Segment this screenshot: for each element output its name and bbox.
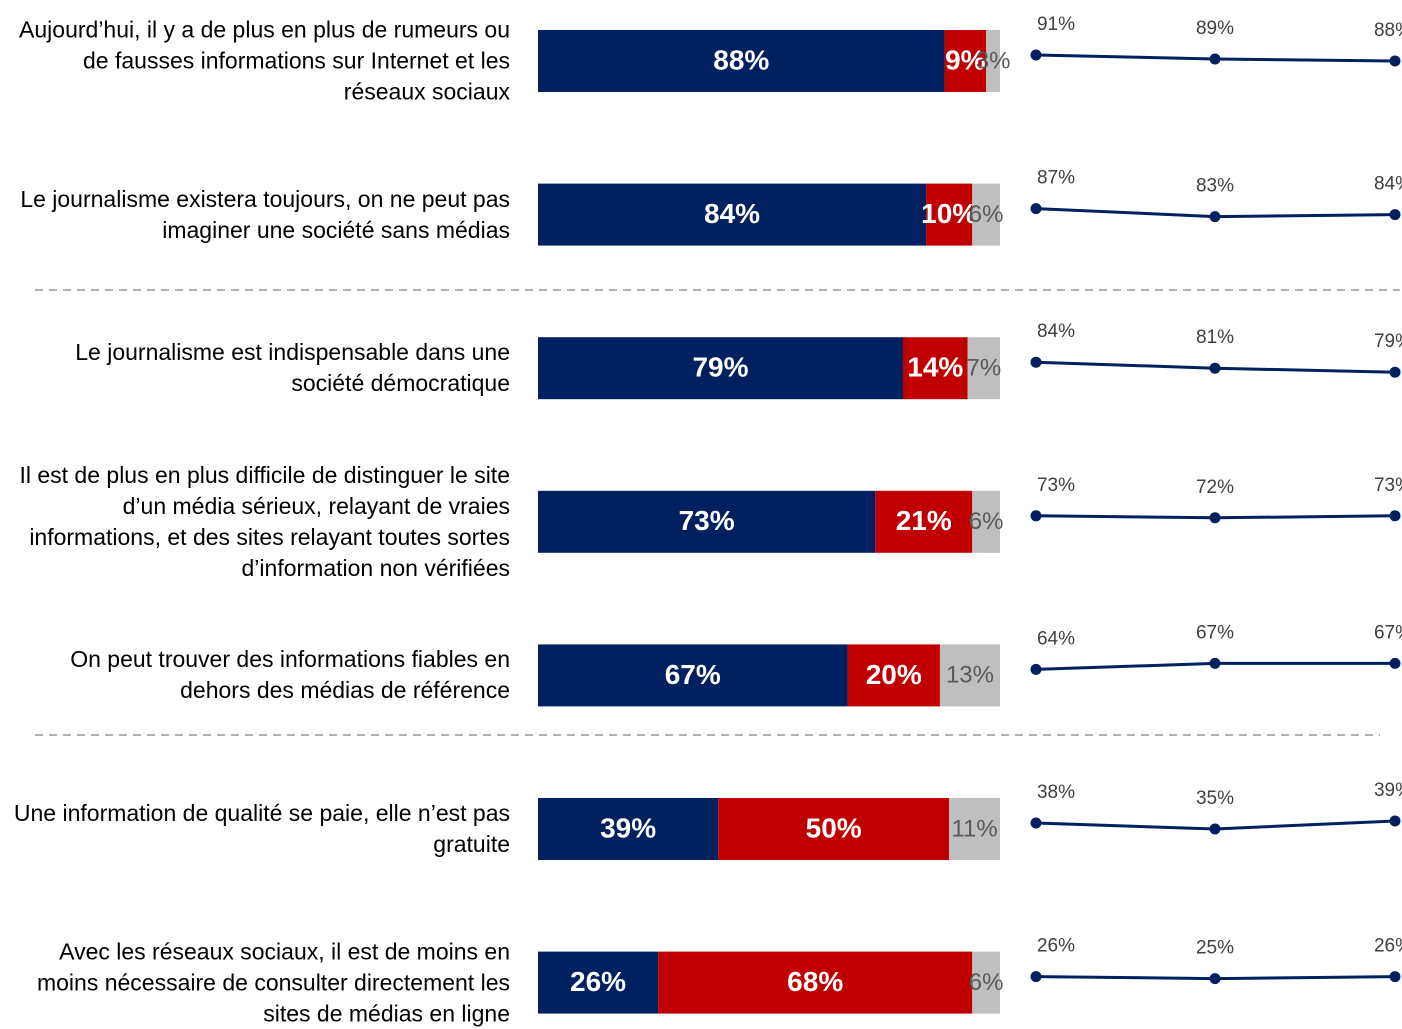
trend-point [1389,209,1401,221]
trend-point [1030,663,1042,675]
value-label: 7% [966,355,1001,382]
bar-segment [926,183,973,246]
bar-segment [939,644,1000,707]
bar-segment [972,490,1000,553]
bar-segment [658,951,973,1014]
value-label: 79% [692,352,748,383]
trend-label: 64% [1037,628,1075,649]
trend-point [1209,512,1221,524]
trend-point [1030,510,1042,522]
trend-point [1389,657,1401,669]
trend-label: 67% [1196,622,1234,643]
bar-segment [718,798,950,860]
trend-label: 26% [1037,936,1075,957]
trend-point [1030,203,1042,215]
value-label: 88% [713,44,769,75]
value-label: 6% [969,969,1004,996]
trend-point [1209,211,1221,223]
bar-segment [538,30,945,92]
trend-point [1389,510,1401,522]
trend-label: 87% [1037,168,1075,189]
bar-segment [538,798,719,860]
value-label: 11% [951,815,997,842]
trend-label: 89% [1196,18,1234,39]
bar-segment [538,644,848,707]
trend-label: 81% [1196,327,1234,348]
trend-label: 91% [1037,14,1075,35]
row-label: Avec les réseaux sociaux, il est de moin… [36,938,510,1027]
value-label: 9% [945,44,986,75]
bar-segment [902,337,968,400]
value-label: 6% [969,201,1004,228]
trend-label: 79% [1374,331,1402,352]
bar-segment [972,183,1000,246]
value-label: 73% [679,505,735,536]
trend-point [1389,971,1401,983]
bar-segment [538,951,659,1014]
row-label: Il est de plus en plus difficile de dist… [19,461,510,581]
trend-label: 35% [1196,788,1234,809]
value-label: 3% [976,47,1011,74]
bar-segment [538,183,927,246]
value-label: 13% [946,662,994,689]
value-label: 84% [704,198,760,229]
trend-label: 73% [1037,475,1075,496]
trend-point [1030,49,1042,61]
bar-segment [967,337,1000,400]
bar-segment [847,644,940,707]
row-label: On peut trouver des informations fiables… [70,646,510,704]
bar-segment [538,490,876,553]
trend-label: 72% [1196,477,1234,498]
trend-point [1209,973,1221,985]
row-label: Le journalisme est indispensable dans un… [75,339,510,397]
trend-point [1209,362,1221,374]
value-label: 14% [907,352,963,383]
value-label: 50% [806,812,862,843]
trend-label: 38% [1037,782,1075,803]
bar-segment [972,951,1000,1014]
value-label: 10% [921,198,977,229]
trend-point [1209,823,1221,835]
value-label: 6% [969,508,1004,535]
bar-segment [944,30,987,92]
trend-label: 26% [1374,936,1402,957]
row-label: Une information de qualité se paie, elle… [13,800,510,857]
bar-segment [949,798,1000,860]
trend-label: 73% [1374,475,1402,496]
value-label: 68% [787,966,843,997]
trend-label: 84% [1037,321,1075,342]
trend-point [1030,971,1042,983]
trend-point [1209,657,1221,669]
value-label: 67% [665,659,721,690]
trend-point [1030,817,1042,829]
trend-point [1209,53,1221,65]
trend-label: 88% [1374,20,1402,41]
bar-segment [538,337,903,400]
trend-label: 84% [1374,174,1402,195]
trend-label: 39% [1374,780,1402,801]
row-label: Le journalisme existera toujours, on ne … [20,185,510,243]
trend-label: 83% [1196,176,1234,197]
trend-point [1030,356,1042,368]
trend-label: 25% [1196,938,1234,959]
row-label: Aujourd’hui, il y a de plus en plus de r… [19,16,510,105]
trend-point [1389,366,1401,378]
bar-segment [875,490,973,553]
value-label: 20% [866,659,922,690]
value-label: 26% [570,966,626,997]
trend-point [1389,55,1401,67]
value-label: 21% [896,505,952,536]
bar-segment [986,30,1000,92]
trend-label: 67% [1374,622,1402,643]
value-label: 39% [600,812,656,843]
trend-point [1389,815,1401,827]
